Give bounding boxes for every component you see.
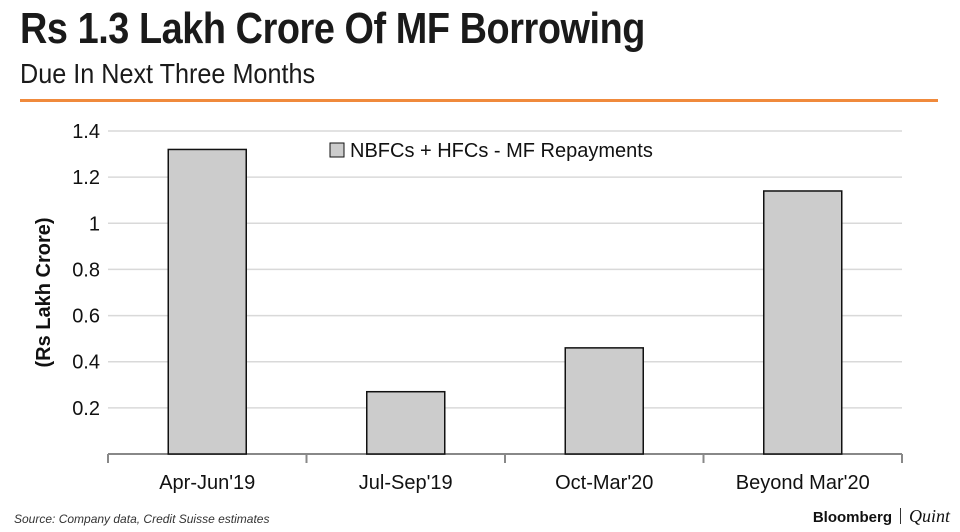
- bar: [167, 148, 247, 455]
- bar: [366, 390, 446, 455]
- legend-label: NBFCs + HFCs - MF Repayments: [350, 140, 653, 162]
- brand-quint: Quint: [908, 506, 950, 526]
- title-divider: [20, 99, 938, 102]
- x-tick-label: Jul-Sep'19: [359, 472, 453, 494]
- bar: [564, 347, 644, 455]
- x-tick-label: Oct-Mar'20: [555, 472, 653, 494]
- source-note: Source: Company data, Credit Suisse esti…: [14, 512, 270, 526]
- y-tick-label: 0.4: [72, 352, 100, 374]
- brand-separator: [899, 508, 901, 524]
- legend-swatch: [329, 142, 345, 158]
- chart-title: Rs 1.3 Lakh Crore Of MF Borrowing: [20, 4, 645, 53]
- y-axis-label: (Rs Lakh Crore): [33, 217, 55, 367]
- y-tick-label: 1.2: [72, 167, 100, 189]
- y-tick-label: 0.8: [72, 259, 100, 281]
- brand-logo: Bloomberg Quint: [813, 506, 950, 527]
- brand-bloomberg: Bloomberg: [812, 509, 892, 526]
- x-tick-label: Apr-Jun'19: [159, 472, 255, 494]
- x-tick-label: Beyond Mar'20: [736, 472, 870, 494]
- y-tick-label: 0.6: [72, 306, 100, 328]
- y-tick-label: 1.4: [72, 121, 100, 143]
- y-tick-label: 1: [89, 213, 100, 235]
- bar: [763, 190, 843, 455]
- chart-subtitle: Due In Next Three Months: [20, 58, 316, 89]
- y-tick-label: 0.2: [72, 398, 100, 420]
